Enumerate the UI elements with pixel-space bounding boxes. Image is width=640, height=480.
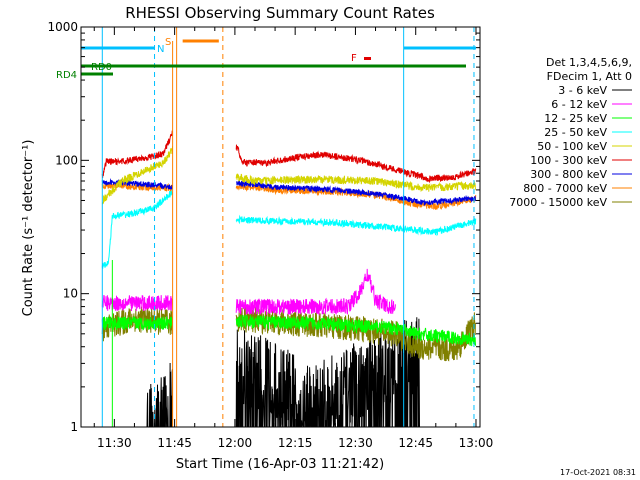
x-tick-label: 11:30 (97, 436, 132, 450)
flag-label-n: N (157, 44, 164, 55)
legend-label: 100 - 300 keV (530, 154, 607, 167)
x-tick-label: 12:45 (398, 436, 433, 450)
series-300-800-kevkev-line (101, 178, 477, 206)
flag-label-f: F (351, 53, 357, 64)
legend-label: 50 - 100 keV (537, 140, 607, 153)
timestamp: 17-Oct-2021 08:31 (560, 468, 636, 477)
series-100-300-kevkev-line (101, 130, 477, 184)
chart-title: RHESSI Observing Summary Count Rates (125, 4, 435, 22)
legend-label: 3 - 6 keV (558, 84, 607, 97)
y-axis-label: Count Rate (s⁻¹ detector⁻¹) (21, 140, 36, 317)
series-50-100-kevkev-line (101, 146, 477, 205)
flag-label-rd0: RD0 (91, 62, 112, 73)
x-tick-label: 12:30 (338, 436, 373, 450)
x-axis-label: Start Time (16-Apr-03 11:21:42) (176, 457, 384, 472)
y-tick-label: 1 (70, 420, 78, 434)
legend-label: 25 - 50 keV (544, 126, 607, 139)
axes-group: 1 10 100 1000 11:30 11:45 12:00 12:15 12:30 12:45… (47, 20, 493, 450)
flag-group: NS F RD0 RD4 (56, 27, 476, 427)
series-25-50-kevkev-line (101, 190, 477, 269)
x-tick-label: 13:00 (459, 436, 494, 450)
series-12-25-kevkev-line (101, 315, 477, 347)
x-tick-label: 11:45 (157, 436, 192, 450)
legend-label: 6 - 12 keV (551, 98, 607, 111)
series-6-12-kevkev-line (101, 268, 396, 317)
y-tick-label: 10 (63, 287, 78, 301)
flag-label-rd4: RD4 (56, 70, 77, 81)
x-tick-label: 12:15 (278, 436, 313, 450)
legend-label: 300 - 800 keV (530, 168, 607, 181)
y-tick-label: 100 (55, 153, 78, 167)
flag-label-s: S (165, 37, 171, 48)
x-tick-label: 12:00 (218, 436, 253, 450)
legend-header-line: Det 1,3,4,5,6,9, (546, 56, 632, 69)
legend-header-line: FDecim 1, Att 0 (547, 70, 632, 83)
flare-marker (364, 57, 371, 60)
plot-frame (80, 26, 481, 428)
legend: Det 1,3,4,5,6,9,FDecim 1, Att 03 - 6 keV… (509, 56, 632, 209)
legend-label: 12 - 25 keV (544, 112, 607, 125)
series-group (101, 130, 477, 428)
legend-label: 7000 - 15000 keV (509, 196, 607, 209)
y-tick-label: 1000 (47, 20, 78, 34)
legend-label: 800 - 7000 keV (523, 182, 607, 195)
